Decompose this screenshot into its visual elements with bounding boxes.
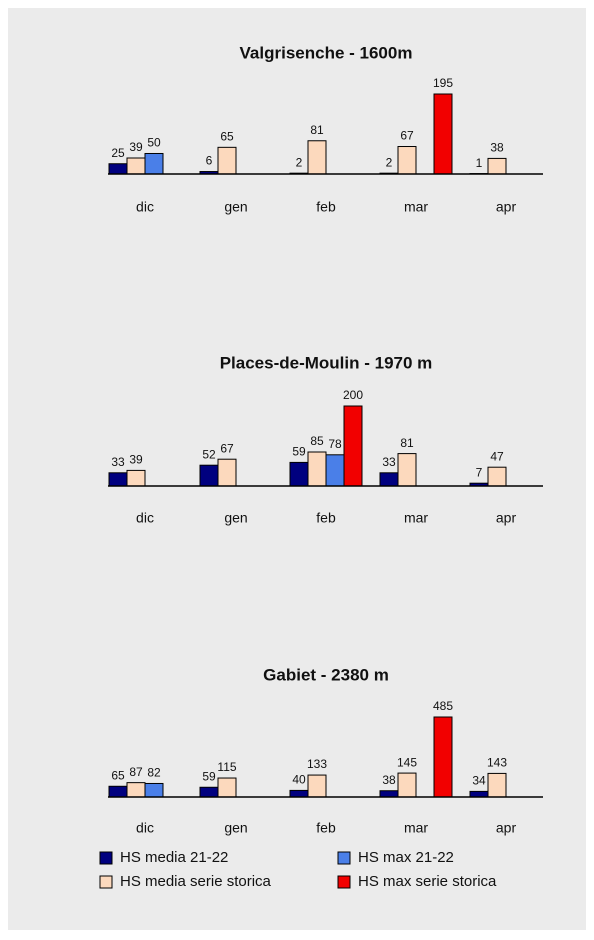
bar	[307, 451, 327, 487]
data-label: 200	[343, 388, 363, 402]
bar	[289, 789, 309, 798]
legend-label: HS max serie storica	[358, 873, 497, 890]
bar	[325, 454, 345, 487]
data-label: 38	[382, 773, 396, 787]
bar	[487, 772, 507, 798]
chart-title: Places-de-Moulin - 1970 m	[220, 353, 433, 372]
data-label: 485	[433, 699, 453, 713]
data-label: 6	[206, 154, 213, 168]
bar	[487, 157, 507, 175]
bar	[397, 772, 417, 798]
bar	[126, 782, 146, 798]
bar	[307, 774, 327, 798]
x-tick-label: dic	[136, 199, 154, 215]
data-label: 40	[292, 773, 306, 787]
data-label: 33	[382, 455, 396, 469]
data-label: 78	[328, 437, 342, 451]
data-label: 59	[292, 445, 306, 459]
data-label: 2	[386, 155, 393, 169]
x-tick-label: dic	[136, 820, 154, 836]
data-label: 39	[129, 140, 143, 154]
data-label: 34	[472, 774, 486, 788]
data-label: 1	[476, 156, 483, 170]
bar	[108, 163, 128, 175]
data-label: 143	[487, 756, 507, 770]
x-tick-label: gen	[224, 820, 247, 836]
data-label: 2	[296, 155, 303, 169]
legend-swatch	[99, 851, 113, 865]
data-label: 67	[220, 441, 234, 455]
x-tick-label: gen	[224, 199, 247, 215]
data-label: 85	[310, 434, 324, 448]
bar	[433, 93, 453, 175]
data-label: 145	[397, 755, 417, 769]
bar	[217, 777, 237, 798]
data-label: 67	[400, 129, 414, 143]
x-tick-label: dic	[136, 510, 154, 526]
x-tick-label: feb	[316, 820, 336, 836]
legend-label: HS media 21-22	[120, 849, 228, 866]
x-tick-label: mar	[404, 510, 428, 526]
bar	[469, 790, 489, 798]
data-label: 50	[147, 136, 161, 150]
bar	[199, 786, 219, 798]
data-label: 87	[129, 765, 143, 779]
bar	[126, 157, 146, 175]
data-label: 59	[202, 769, 216, 783]
data-label: 133	[307, 757, 327, 771]
x-tick-label: feb	[316, 510, 336, 526]
chart-title: Gabiet - 2380 m	[263, 665, 389, 684]
data-label: 25	[111, 146, 125, 160]
bar	[379, 472, 399, 487]
x-tick-label: mar	[404, 199, 428, 215]
data-label: 47	[490, 449, 504, 463]
bar	[108, 472, 128, 487]
bar	[144, 152, 164, 175]
bar	[108, 785, 128, 798]
data-label: 82	[147, 766, 161, 780]
x-tick-label: apr	[496, 820, 517, 836]
data-label: 39	[129, 453, 143, 467]
data-label: 81	[400, 436, 414, 450]
bar	[217, 458, 237, 487]
data-label: 7	[476, 465, 483, 479]
bar	[126, 469, 146, 487]
legend-swatch	[99, 875, 113, 889]
x-tick-label: apr	[496, 510, 517, 526]
bar	[144, 782, 164, 798]
x-tick-label: gen	[224, 510, 247, 526]
bar	[397, 146, 417, 175]
bar	[433, 716, 453, 798]
bar	[487, 466, 507, 487]
legend-label: HS max 21-22	[358, 849, 454, 866]
x-tick-label: apr	[496, 199, 517, 215]
data-label: 195	[433, 76, 453, 90]
data-label: 65	[111, 768, 125, 782]
bar	[307, 140, 327, 175]
x-tick-label: feb	[316, 199, 336, 215]
bar	[397, 453, 417, 487]
data-label: 38	[490, 141, 504, 155]
data-label: 33	[111, 455, 125, 469]
data-label: 52	[202, 447, 216, 461]
bar	[379, 790, 399, 798]
bar	[343, 405, 363, 487]
legend-swatch	[337, 875, 351, 889]
legend-swatch	[337, 851, 351, 865]
legend-label: HS media serie storica	[120, 873, 272, 890]
bar	[217, 146, 237, 175]
data-label: 65	[220, 130, 234, 144]
x-tick-label: mar	[404, 820, 428, 836]
bar	[289, 461, 309, 487]
data-label: 81	[310, 123, 324, 137]
data-label: 115	[217, 760, 236, 774]
bar	[199, 464, 219, 487]
chart-title: Valgrisenche - 1600m	[240, 43, 413, 62]
